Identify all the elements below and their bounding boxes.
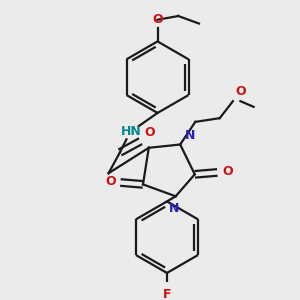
Text: N: N	[185, 129, 195, 142]
Text: O: O	[105, 175, 116, 188]
Text: O: O	[236, 85, 246, 98]
Text: N: N	[169, 202, 179, 215]
Text: HN: HN	[121, 125, 142, 138]
Text: O: O	[222, 165, 233, 178]
Text: O: O	[152, 14, 163, 26]
Text: O: O	[144, 126, 155, 139]
Text: F: F	[163, 288, 171, 300]
